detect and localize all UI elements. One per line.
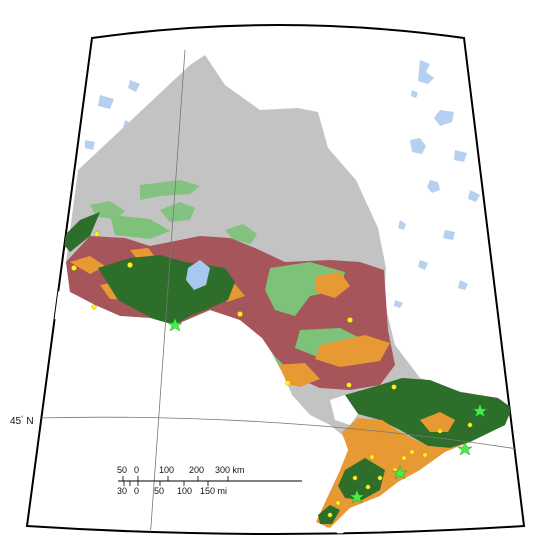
- graticule-parallel-45: [37, 416, 524, 451]
- scale-km-label: 100: [159, 465, 174, 475]
- boundary-marker: [328, 536, 331, 539]
- scale-mi-label: 150 mi: [200, 486, 227, 496]
- city-dot: [71, 265, 77, 271]
- city-dot: [365, 484, 371, 490]
- lake-erie: [330, 472, 430, 534]
- scale-km-label: 50: [117, 465, 127, 475]
- graticule-label: 45° N: [10, 416, 34, 427]
- city-dot: [409, 449, 415, 455]
- city-dot: [377, 475, 383, 481]
- city-dot: [352, 475, 358, 481]
- city-dot: [127, 262, 133, 268]
- scale-km-label: 300 km: [215, 465, 245, 475]
- city-dot: [94, 231, 100, 237]
- city-dot: [285, 380, 291, 386]
- lake-superior: [30, 290, 175, 350]
- scale-mi-label: 0: [134, 486, 139, 496]
- lake-huron-georgian-bay: [240, 338, 348, 512]
- lake-nipigon: [186, 260, 210, 290]
- scale-mi-label: 50: [154, 486, 164, 496]
- star-icon: [457, 441, 473, 456]
- city-dot: [437, 428, 443, 434]
- georgian-bay: [330, 395, 358, 425]
- background-lakes: [85, 60, 492, 308]
- region-dark-green-strip: [60, 212, 100, 252]
- region-tendrils: [90, 180, 257, 244]
- city-dot: [422, 452, 428, 458]
- graticule-meridian: [149, 49, 186, 534]
- city-dot: [369, 454, 375, 460]
- svg-text:45° N: 45° N: [10, 416, 34, 427]
- star-icon: [167, 317, 183, 332]
- star-markers: [167, 317, 488, 504]
- scale-km-label: 0: [134, 465, 139, 475]
- city-dot: [91, 304, 97, 310]
- region-dark-green-east: [345, 378, 512, 448]
- lake-ontario: [398, 442, 476, 488]
- star-icon: [472, 403, 488, 418]
- city-dot: [347, 317, 353, 323]
- city-dot: [467, 422, 473, 428]
- scale-mi-label: 100: [177, 486, 192, 496]
- region-south-green: [338, 458, 385, 500]
- city-markers: [71, 231, 473, 518]
- star-icon: [392, 465, 408, 480]
- scale-mi-label: 30: [117, 486, 127, 496]
- city-dot: [237, 311, 243, 317]
- star-icon: [349, 489, 365, 504]
- region-south-orange-2: [420, 412, 455, 432]
- scale-bar: 50 0 100 200 300 km 30 0 50 100 150 mi: [117, 465, 302, 496]
- city-dot: [391, 384, 397, 390]
- city-dot: [335, 500, 341, 506]
- scale-km-label: 200: [189, 465, 204, 475]
- city-dot: [401, 455, 407, 461]
- map-content: [30, 49, 524, 539]
- city-dot: [346, 382, 352, 388]
- city-dot: [327, 512, 333, 518]
